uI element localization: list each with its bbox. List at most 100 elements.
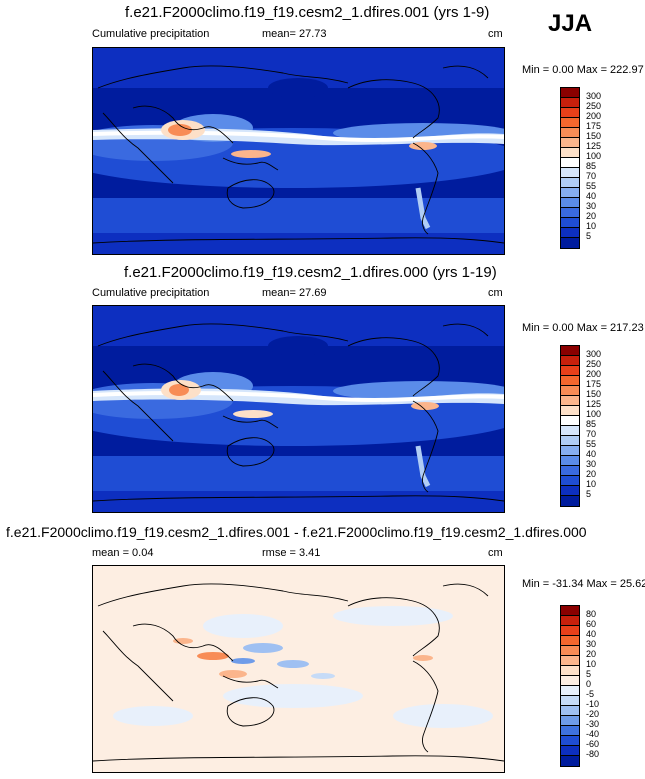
panel-3-colorbar-seg (561, 676, 579, 686)
tick-label: 40 (586, 191, 597, 201)
tick-label: 200 (586, 369, 602, 379)
tick-label: 80 (586, 609, 597, 619)
panel-2-units: cm (488, 287, 503, 299)
tick-label: 5 (586, 489, 592, 499)
panel-3-colorbar-seg (561, 746, 579, 756)
tick-label: 70 (586, 429, 597, 439)
tick-label: 250 (586, 359, 602, 369)
tick-label: 150 (586, 131, 602, 141)
panel-2-colorbar-seg (561, 406, 579, 416)
panel-2-colorbar-seg (561, 436, 579, 446)
panel-3-colorbar-seg (561, 736, 579, 746)
panel-2-colorbar-seg (561, 386, 579, 396)
panel-3-colorbar-seg (561, 726, 579, 736)
tick-label: 70 (586, 171, 597, 181)
panel-3-minmax: Min = -31.34 Max = 25.62 (522, 578, 645, 590)
panel-2-title: f.e21.F2000climo.f19_f19.cesm2_1.dfires.… (124, 264, 497, 281)
panel-3-colorbar-seg (561, 686, 579, 696)
tick-label: 125 (586, 399, 602, 409)
tick-label: 85 (586, 161, 597, 171)
panel-1-colorbar (560, 87, 580, 249)
panel-3-colorbar (560, 605, 580, 767)
panel-1-colorbar-seg (561, 108, 579, 118)
tick-label: 20 (586, 211, 597, 221)
panel-1-colorbar-seg (561, 228, 579, 238)
tick-label: 100 (586, 151, 602, 161)
panel-1-units: cm (488, 28, 503, 40)
panel-2-colorbar-seg (561, 476, 579, 486)
panel-3-colorbar-seg (561, 616, 579, 626)
panel-2-colorbar-seg (561, 346, 579, 356)
panel-2-colorbar-seg (561, 376, 579, 386)
season-label: JJA (548, 10, 593, 37)
panel-2-colorbar-seg (561, 496, 579, 506)
tick-label: 20 (586, 649, 597, 659)
panel-1-colorbar-seg (561, 148, 579, 158)
tick-label: 40 (586, 449, 597, 459)
panel-1-colorbar-seg (561, 98, 579, 108)
panel-3-colorbar-seg (561, 716, 579, 726)
panel-1-colorbar-seg (561, 208, 579, 218)
panel-2-minmax: Min = 0.00 Max = 217.23 (522, 322, 644, 334)
tick-label: 0 (586, 679, 592, 689)
panel-1-minmax: Min = 0.00 Max = 222.97 (522, 64, 644, 76)
panel-2-colorbar-seg (561, 426, 579, 436)
panel-3-title: f.e21.F2000climo.f19_f19.cesm2_1.dfires.… (6, 524, 587, 540)
panel-3-colorbar-seg (561, 626, 579, 636)
tick-label: -5 (586, 689, 595, 699)
panel-2-variable-label: Cumulative precipitation (92, 287, 210, 299)
panel-3-rmse-label: rmse = 3.41 (262, 547, 321, 559)
panel-3-map (92, 565, 505, 773)
panel-2-mean-label: mean= 27.69 (262, 287, 327, 299)
panel-1-colorbar-seg (561, 138, 579, 148)
panel-2-colorbar-seg (561, 456, 579, 466)
panel-2-colorbar-seg (561, 356, 579, 366)
panel-1-colorbar-seg (561, 198, 579, 208)
panel-3-colorbar-seg (561, 646, 579, 656)
panel-1-mean-label: mean= 27.73 (262, 28, 327, 40)
tick-label: 55 (586, 439, 597, 449)
panel-2-colorbar-seg (561, 416, 579, 426)
tick-label: 20 (586, 469, 597, 479)
panel-2-colorbar-seg (561, 486, 579, 496)
panel-1-title: f.e21.F2000climo.f19_f19.cesm2_1.dfires.… (125, 4, 490, 21)
panel-2-colorbar-seg (561, 396, 579, 406)
tick-label: 10 (586, 479, 597, 489)
tick-label: 100 (586, 409, 602, 419)
panel-3-colorbar-seg (561, 756, 579, 766)
panel-1-map (92, 47, 505, 255)
panel-2-colorbar-seg (561, 446, 579, 456)
panel-1-colorbar-seg (561, 88, 579, 98)
tick-label: 250 (586, 101, 602, 111)
panel-2-colorbar-seg (561, 466, 579, 476)
tick-label: 60 (586, 619, 597, 629)
panel-3-colorbar-seg (561, 636, 579, 646)
panel-2-colorbar-seg (561, 366, 579, 376)
panel-1-colorbar-seg (561, 218, 579, 228)
tick-label: 10 (586, 659, 597, 669)
tick-label: 300 (586, 91, 602, 101)
tick-label: 175 (586, 121, 602, 131)
tick-label: 175 (586, 379, 602, 389)
panel-3-colorbar-seg (561, 656, 579, 666)
panel-1-colorbar-seg (561, 158, 579, 168)
panel-1-colorbar-seg (561, 188, 579, 198)
panel-1-variable-label: Cumulative precipitation (92, 28, 210, 40)
tick-label: -10 (586, 699, 600, 709)
tick-label: 30 (586, 459, 597, 469)
panel-1-colorbar-seg (561, 238, 579, 248)
panel-3-mean-label: mean = 0.04 (92, 547, 154, 559)
panel-3-units: cm (488, 547, 503, 559)
tick-label: 5 (586, 669, 592, 679)
tick-label: -60 (586, 739, 600, 749)
panel-3-colorbar-seg (561, 706, 579, 716)
tick-label: 85 (586, 419, 597, 429)
tick-label: 200 (586, 111, 602, 121)
panel-1-colorbar-seg (561, 178, 579, 188)
tick-label: 30 (586, 639, 597, 649)
tick-label: -40 (586, 729, 600, 739)
panel-1-colorbar-seg (561, 168, 579, 178)
tick-label: 40 (586, 629, 597, 639)
tick-label: 55 (586, 181, 597, 191)
panel-3-colorbar-seg (561, 666, 579, 676)
